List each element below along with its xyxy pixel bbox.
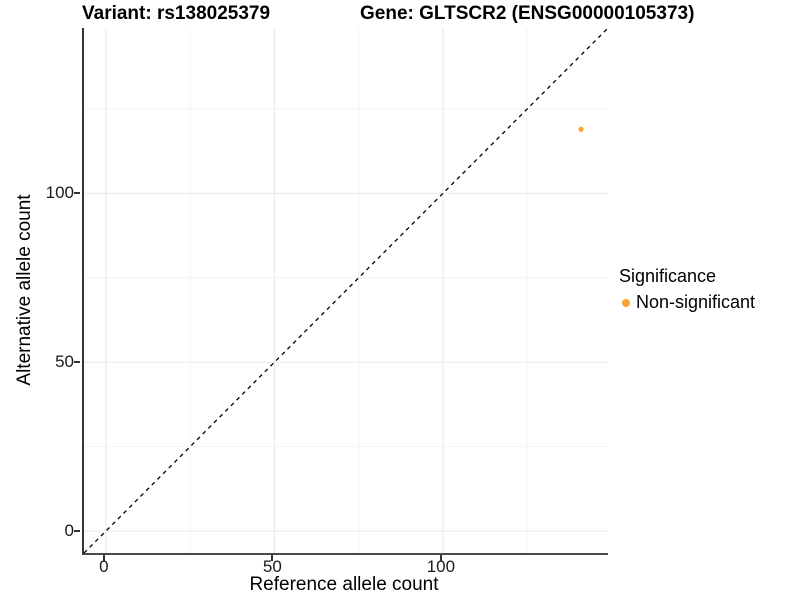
plot-title-variant: Variant: rs138025379 bbox=[82, 3, 271, 24]
plot-panel bbox=[82, 28, 608, 555]
plot-area bbox=[84, 28, 608, 553]
x-tick-mark bbox=[271, 555, 274, 561]
plot-title-gene: Gene: GLTSCR2 (ENSG00000105373) bbox=[360, 3, 695, 24]
y-tick-mark bbox=[74, 361, 80, 364]
y-tick-mark bbox=[74, 192, 80, 195]
y-tick-label: 50 bbox=[55, 352, 74, 372]
legend: Significance Non-significant bbox=[619, 266, 755, 313]
legend-items: Non-significant bbox=[619, 292, 755, 313]
identity-dashed-line bbox=[84, 28, 608, 553]
legend-point-icon bbox=[622, 298, 630, 307]
legend-item: Non-significant bbox=[619, 292, 755, 313]
x-tick-label: 0 bbox=[99, 557, 109, 576]
legend-title: Significance bbox=[619, 266, 717, 286]
y-tick-mark bbox=[74, 530, 80, 533]
x-tick-mark bbox=[102, 555, 105, 561]
x-tick-label: 50 bbox=[262, 557, 282, 576]
x-axis-title: Reference allele count bbox=[249, 574, 439, 595]
x-tick-label: 100 bbox=[426, 557, 456, 576]
data-point bbox=[578, 126, 584, 132]
x-tick-mark bbox=[439, 555, 442, 561]
y-tick-label: 100 bbox=[45, 183, 74, 203]
legend-item-label: Non-significant bbox=[636, 292, 756, 312]
y-tick-label: 0 bbox=[64, 521, 74, 541]
